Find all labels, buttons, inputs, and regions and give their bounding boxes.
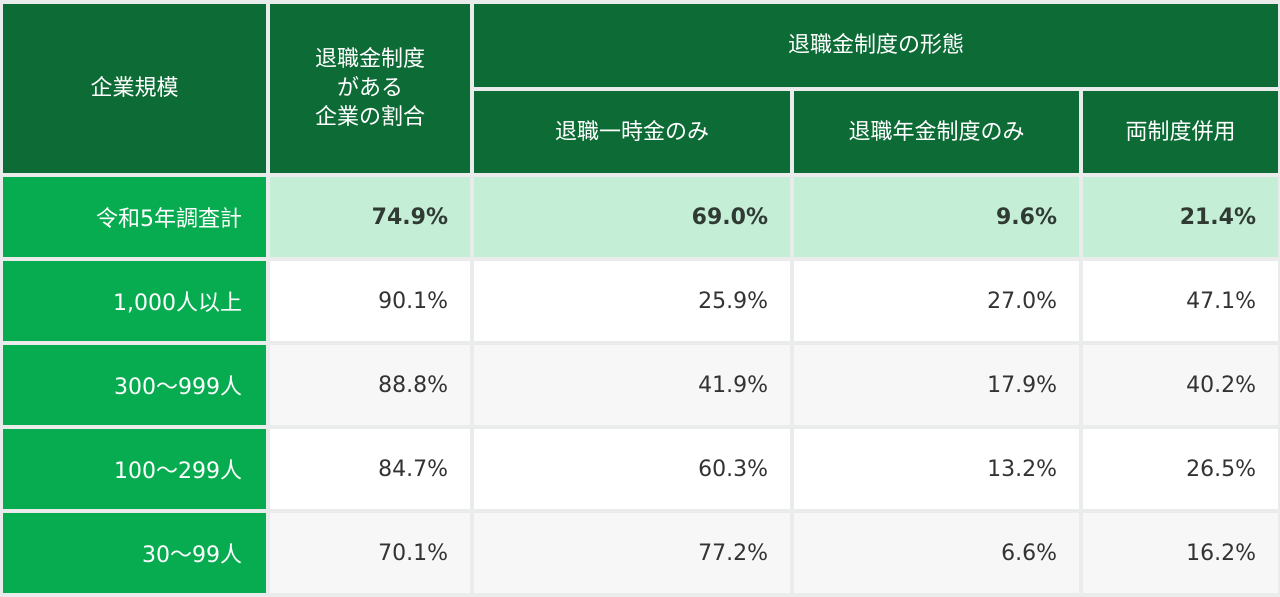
cell-lump-sum: 77.2% bbox=[474, 513, 790, 593]
table-row: 1,000人以上 90.1% 25.9% 27.0% 47.1% bbox=[3, 261, 1279, 341]
cell-lump-sum: 41.9% bbox=[474, 345, 790, 425]
cell-pension: 13.2% bbox=[794, 429, 1079, 509]
cell-both: 47.1% bbox=[1083, 261, 1279, 341]
row-label: 30～99人 bbox=[3, 513, 266, 593]
cell-pension: 9.6% bbox=[794, 177, 1079, 257]
cell-pension: 17.9% bbox=[794, 345, 1079, 425]
cell-lump-sum: 25.9% bbox=[474, 261, 790, 341]
cell-both: 16.2% bbox=[1083, 513, 1279, 593]
cell-pension: 6.6% bbox=[794, 513, 1079, 593]
header-both: 両制度併用 bbox=[1083, 91, 1279, 173]
cell-ratio: 74.9% bbox=[270, 177, 470, 257]
table-row-total: 令和5年調査計 74.9% 69.0% 9.6% 21.4% bbox=[3, 177, 1279, 257]
cell-ratio: 70.1% bbox=[270, 513, 470, 593]
header-row-1: 企業規模 退職金制度 がある 企業の割合 退職金制度の形態 bbox=[3, 4, 1279, 173]
row-label: 100～299人 bbox=[3, 429, 266, 509]
header-row-2: 退職一時金のみ 退職年金制度のみ 両制度併用 bbox=[3, 91, 1279, 173]
cell-both: 26.5% bbox=[1083, 429, 1279, 509]
cell-ratio: 88.8% bbox=[270, 345, 470, 425]
row-label: 1,000人以上 bbox=[3, 261, 266, 341]
header-lump-sum: 退職一時金のみ bbox=[474, 91, 790, 173]
header-form: 退職金制度の形態 bbox=[474, 4, 1279, 87]
row-label: 300～999人 bbox=[3, 345, 266, 425]
table-row: 100～299人 84.7% 60.3% 13.2% 26.5% bbox=[3, 429, 1279, 509]
row-label: 令和5年調査計 bbox=[3, 177, 266, 257]
cell-both: 40.2% bbox=[1083, 345, 1279, 425]
header-pension: 退職年金制度のみ bbox=[794, 91, 1079, 173]
cell-lump-sum: 60.3% bbox=[474, 429, 790, 509]
cell-ratio: 90.1% bbox=[270, 261, 470, 341]
header-company-scale: 企業規模 bbox=[3, 4, 266, 173]
cell-pension: 27.0% bbox=[794, 261, 1079, 341]
table-row: 30～99人 70.1% 77.2% 6.6% 16.2% bbox=[3, 513, 1279, 593]
cell-both: 21.4% bbox=[1083, 177, 1279, 257]
header-ratio-text: 退職金制度 がある 企業の割合 bbox=[314, 47, 425, 130]
header-ratio: 退職金制度 がある 企業の割合 bbox=[270, 4, 470, 173]
cell-lump-sum: 69.0% bbox=[474, 177, 790, 257]
table-row: 300～999人 88.8% 41.9% 17.9% 40.2% bbox=[3, 345, 1279, 425]
cell-ratio: 84.7% bbox=[270, 429, 470, 509]
